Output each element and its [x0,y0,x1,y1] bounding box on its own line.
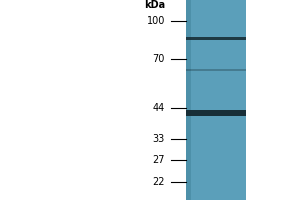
Text: 70: 70 [153,54,165,64]
Text: 44: 44 [153,103,165,113]
Bar [186,110,246,116]
Text: kDa: kDa [144,0,165,10]
Bar [186,69,246,71]
Bar [186,37,246,40]
Bar [186,0,190,200]
Text: 100: 100 [147,16,165,26]
Text: 27: 27 [152,155,165,165]
Bar [186,0,246,200]
Text: 33: 33 [153,134,165,144]
Text: 22: 22 [152,177,165,187]
